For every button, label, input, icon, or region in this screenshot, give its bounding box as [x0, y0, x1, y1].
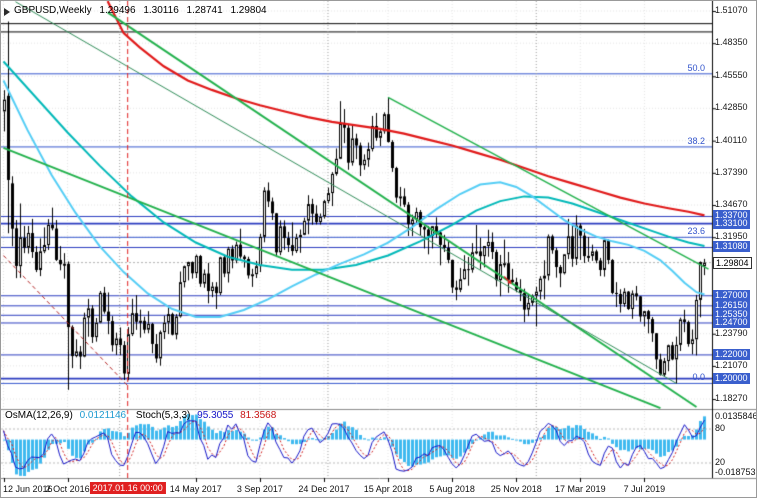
- indicator-scale-max: 0.0135846: [715, 411, 757, 421]
- fibonacci-level-label: 23.6: [687, 226, 705, 237]
- osma-value: 0.0121146: [79, 410, 127, 421]
- stoch-main-value: 95.3055: [197, 410, 234, 421]
- price-axis-level-label: 1.20000: [713, 372, 750, 384]
- one-click-trading-toggle-icon[interactable]: [4, 8, 10, 16]
- time-axis-label: 3 Sep 2017: [236, 484, 283, 494]
- price-axis-tick: 1.48350: [715, 37, 748, 48]
- time-axis-label: 14 May 2017: [169, 484, 222, 494]
- price-axis-tick: 1.31950: [715, 231, 748, 242]
- ohlc-close: 1.29804: [230, 5, 267, 16]
- price-axis-level-label: 1.31080: [713, 241, 750, 253]
- price-axis-level-label: 1.33100: [713, 217, 750, 229]
- time-axis-label: 17 Mar 2019: [555, 484, 606, 494]
- time-axis-label: 12 Jun 2016: [3, 484, 53, 494]
- price-axis-tick: 1.34670: [715, 199, 748, 210]
- time-axis-label: 2 Oct 2016: [45, 484, 90, 494]
- symbol-period-label: GBPUSD,Weekly: [14, 5, 92, 16]
- price-axis-tick: 1.42850: [715, 102, 748, 113]
- ohlc-high: 1.30116: [143, 5, 179, 16]
- time-axis-label: 25 Nov 2018: [490, 484, 542, 494]
- stoch-label: Stoch(5,3,3): [135, 410, 191, 421]
- time-axis-label: 7 Jul 2019: [623, 484, 666, 494]
- time-axis-label: 5 Aug 2018: [429, 484, 475, 494]
- time-axis-label: 15 Apr 2018: [363, 484, 413, 494]
- osma-label: OsMA(12,26,9): [5, 410, 73, 421]
- chart-header: GBPUSD,Weekly 1.29496 1.30116 1.28741 1.…: [14, 5, 272, 16]
- time-axis-label: 24 Dec 2017: [298, 484, 350, 494]
- fibonacci-level-label: 0.0: [692, 372, 705, 383]
- price-axis-level-label: 1.22000: [713, 348, 750, 360]
- price-axis-level-label: 1.24700: [713, 316, 750, 328]
- ohlc-low: 1.28741: [186, 5, 223, 16]
- price-axis-tick: 1.18270: [715, 393, 748, 404]
- price-axis-tick: 1.40110: [715, 134, 747, 145]
- stoch-signal-value: 81.3568: [240, 410, 277, 421]
- price-axis-tick: 1.37390: [715, 166, 748, 177]
- price-axis-level-label: 1.25350: [713, 309, 750, 321]
- fibonacci-level-label: 50.0: [687, 62, 705, 73]
- price-axis-tick: 1.23790: [715, 327, 748, 338]
- price-axis-tick: 1.21070: [715, 359, 748, 370]
- price-axis-tick: 1.45550: [715, 70, 748, 81]
- price-axis-level-label: 1.27000: [713, 289, 750, 301]
- price-axis-level-label: 1.33700: [713, 210, 750, 222]
- price-axis-current-price: 1.29804: [713, 256, 752, 269]
- price-axis-tick: 1.51070: [715, 4, 748, 15]
- indicator-scale-20: 20: [715, 457, 726, 467]
- price-axis-level-label: 1.26150: [713, 299, 750, 311]
- indicator-scale-80: 80: [715, 423, 726, 433]
- ohlc-open: 1.29496: [99, 5, 136, 16]
- indicator-pane-label: OsMA(12,26,9) 0.0121146 Stoch(5,3,3) 95.…: [5, 410, 276, 421]
- fibonacci-level-label: 38.2: [687, 135, 705, 146]
- indicator-scale-min: -0.0187537: [715, 467, 757, 477]
- event-date-badge[interactable]: 2017.01.16 00:00: [89, 482, 166, 494]
